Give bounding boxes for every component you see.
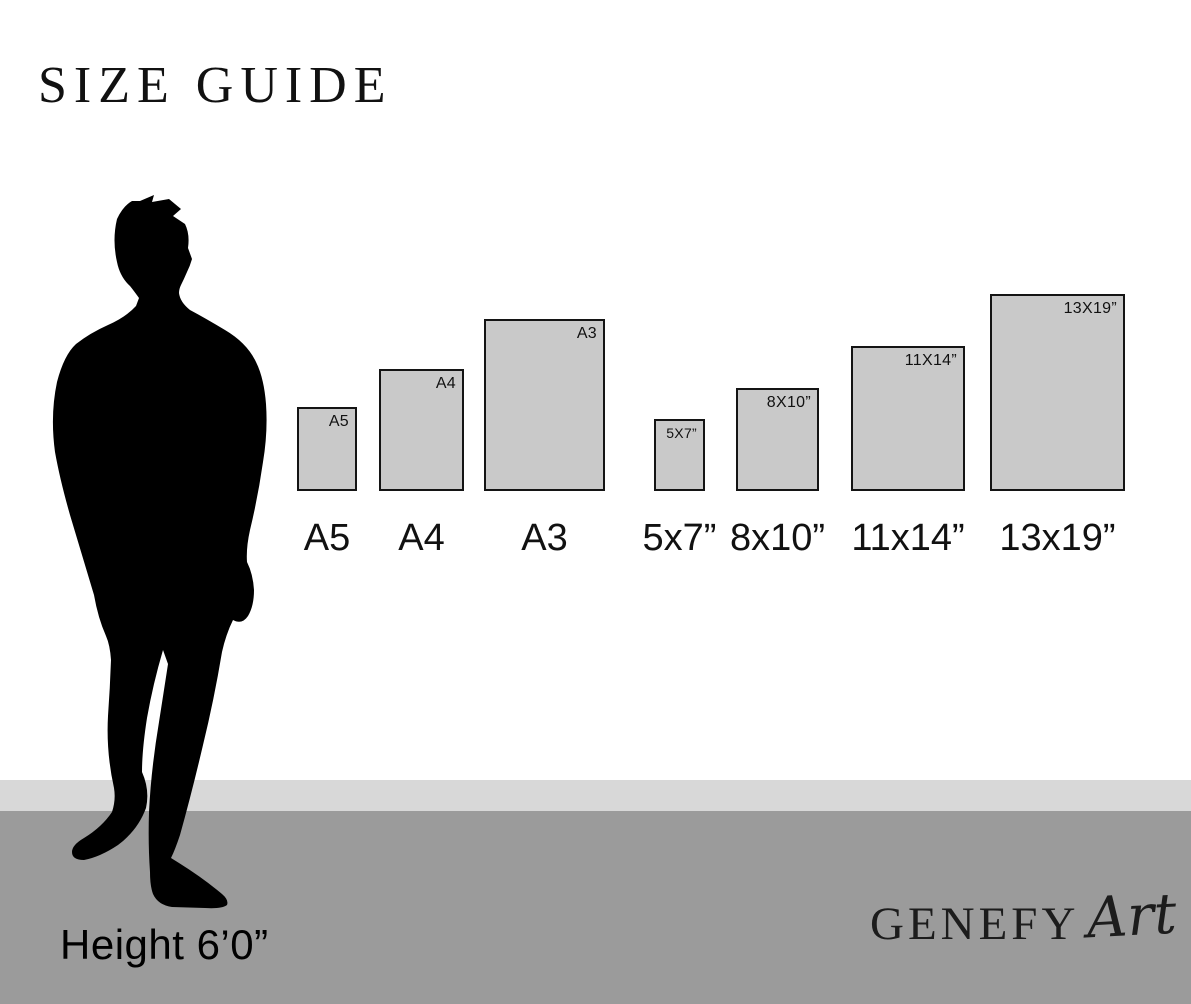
size-box-inner-label-8x10: 8X10” <box>766 394 811 411</box>
size-caption-5x7: 5x7” <box>642 517 717 559</box>
size-box-inner-label-a5: A5 <box>328 413 349 430</box>
size-caption-11x14: 11x14” <box>851 517 965 559</box>
height-label: Height 6’0” <box>60 921 269 968</box>
size-box-a4: A4 <box>379 369 464 491</box>
size-caption-8x10: 8x10” <box>729 517 826 559</box>
size-box-inner-label-13x19: 13X19” <box>1063 300 1117 317</box>
brand-script: Art <box>1085 881 1179 952</box>
size-box-inner-label-a3: A3 <box>576 325 597 342</box>
brand-name: GENEFY <box>870 898 1080 950</box>
size-caption-a3: A3 <box>521 517 568 559</box>
page-title: SIZE GUIDE <box>38 57 393 114</box>
size-caption-a4: A4 <box>398 517 445 559</box>
size-box-8x10: 8X10” <box>736 388 819 491</box>
man-silhouette-path <box>52 195 267 909</box>
size-box-a5: A5 <box>297 407 357 491</box>
size-box-5x7: 5X7” <box>654 419 705 491</box>
size-box-inner-label-a4: A4 <box>435 375 456 392</box>
size-box-inner-label-11x14: 11X14” <box>904 352 957 369</box>
brand-logo: GENEFY Art <box>870 882 1179 952</box>
size-caption-13x19: 13x19” <box>999 517 1116 559</box>
size-box-13x19: 13X19” <box>990 294 1125 491</box>
size-box-inner-label-5x7: 5X7” <box>666 425 697 441</box>
size-caption-a5: A5 <box>303 517 351 559</box>
size-box-11x14: 11X14” <box>851 346 965 491</box>
floor-baseboard <box>0 780 1191 811</box>
size-box-a3: A3 <box>484 319 605 491</box>
